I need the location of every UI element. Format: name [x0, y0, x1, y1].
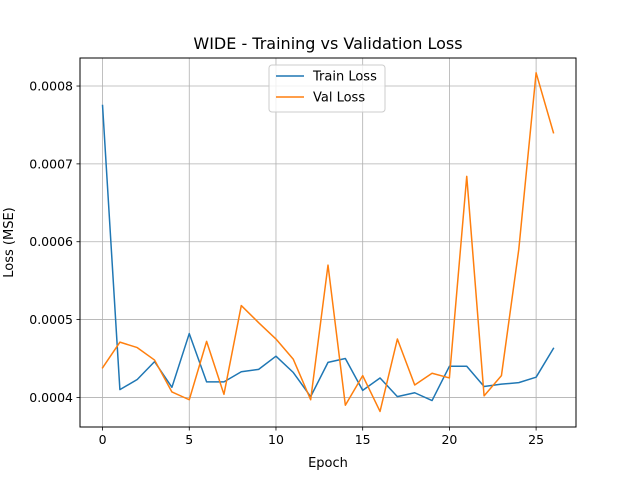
x-axis-label: Epoch: [308, 456, 348, 471]
x-tick-label: 15: [355, 432, 371, 447]
y-axis-label: Loss (MSE): [2, 207, 17, 277]
axis-ticks: 0 5 10 15 20 25 0.0004 0.0005 0.0006 0.0007 0.0008: [29, 79, 544, 447]
x-tick-label: 10: [268, 432, 284, 447]
chart-title: WIDE - Training vs Validation Loss: [193, 34, 462, 53]
legend-label-val-loss: Val Loss: [313, 91, 365, 106]
series-line-train-loss: [101, 104, 555, 402]
x-tick-label: 20: [441, 432, 457, 447]
y-tick-label: 0.0007: [29, 156, 73, 171]
x-tick-label: 0: [99, 432, 107, 447]
legend-label-train-loss: Train Loss: [312, 70, 377, 85]
series-lines: [101, 72, 555, 413]
y-tick-label: 0.0005: [29, 312, 73, 327]
legend: Train Loss Val Loss: [268, 64, 386, 113]
y-tick-label: 0.0006: [29, 234, 73, 249]
plot-area-frame: [79, 57, 577, 428]
y-tick-label: 0.0008: [29, 79, 73, 94]
x-tick-label: 25: [528, 432, 544, 447]
series-line-val-loss: [101, 72, 555, 413]
y-tick-label: 0.0004: [29, 390, 73, 405]
x-tick-label: 5: [185, 432, 193, 447]
